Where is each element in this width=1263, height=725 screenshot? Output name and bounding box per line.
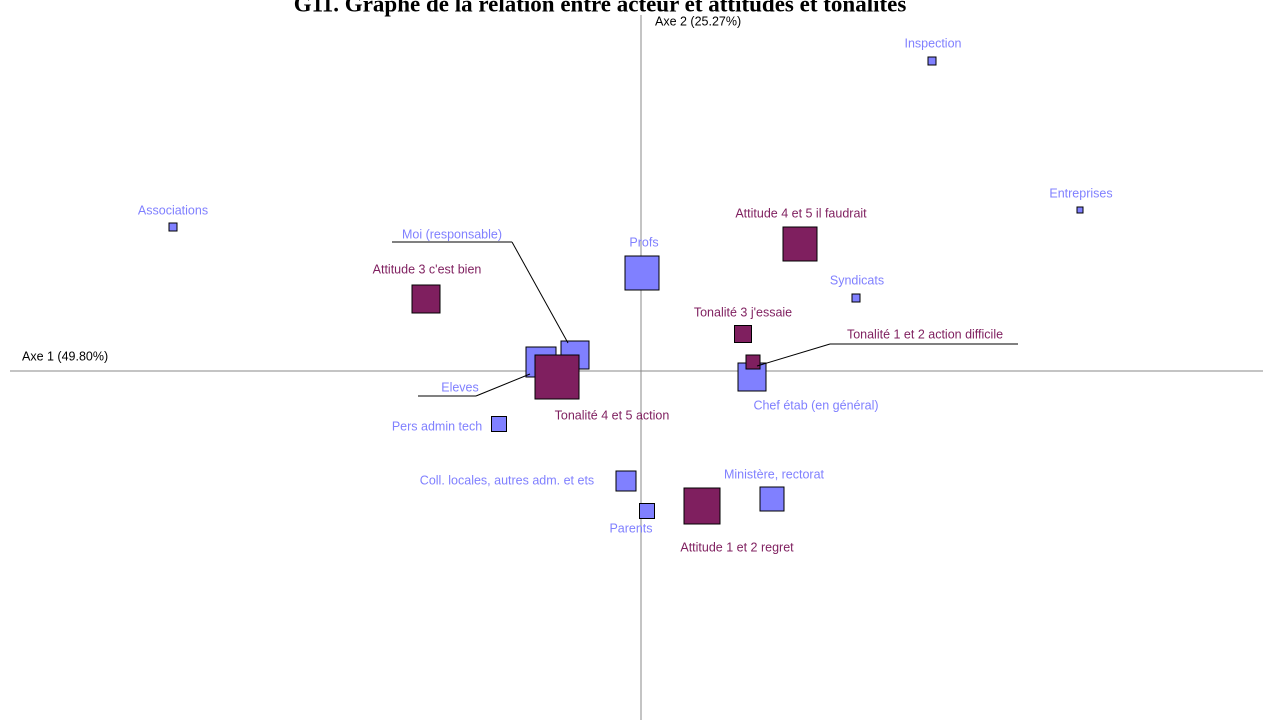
point-label: Ministère, rectorat <box>724 467 825 481</box>
leader-line <box>475 373 531 397</box>
point-label: Eleves <box>441 380 479 394</box>
point-marker <box>782 226 818 262</box>
point-marker <box>759 486 785 512</box>
leader-line <box>756 343 831 367</box>
point-label: Attitude 4 et 5 il faudrait <box>735 206 867 220</box>
point-label: Attitude 1 et 2 regret <box>680 540 794 554</box>
point-marker <box>734 325 752 343</box>
point-marker <box>745 354 761 370</box>
point-label: Coll. locales, autres adm. et ets <box>420 473 594 487</box>
y-axis-label: Axe 2 (25.27%) <box>655 14 741 28</box>
point-marker <box>851 293 861 303</box>
point-marker <box>615 470 637 492</box>
point-marker <box>639 503 655 519</box>
point-label: Pers admin tech <box>392 419 482 433</box>
chart-title: G11. Graphe de la relation entre acteur … <box>294 0 907 16</box>
point-marker <box>411 284 441 314</box>
x-axis-label: Axe 1 (49.80%) <box>22 349 108 363</box>
point-marker <box>1076 206 1084 214</box>
point-marker <box>683 487 721 525</box>
point-label: Entreprises <box>1049 186 1112 200</box>
point-label: Syndicats <box>830 273 884 287</box>
point-label: Associations <box>138 203 208 217</box>
point-label: Attitude 3 c'est bien <box>373 262 482 276</box>
point-label: Profs <box>629 235 658 249</box>
point-label: Tonalité 1 et 2 action difficile <box>847 327 1003 341</box>
point-marker <box>534 354 580 400</box>
point-label: Moi (responsable) <box>402 227 502 241</box>
point-marker <box>168 222 178 232</box>
leader-line <box>511 241 569 344</box>
point-label: Inspection <box>905 36 962 50</box>
point-label: Parents <box>609 521 652 535</box>
point-marker <box>624 255 660 291</box>
point-marker <box>927 56 937 66</box>
point-marker <box>491 416 507 432</box>
point-label: Chef étab (en général) <box>753 398 878 412</box>
point-label: Tonalité 3 j'essaie <box>694 305 792 319</box>
point-label: Tonalité 4 et 5 action <box>555 408 670 422</box>
